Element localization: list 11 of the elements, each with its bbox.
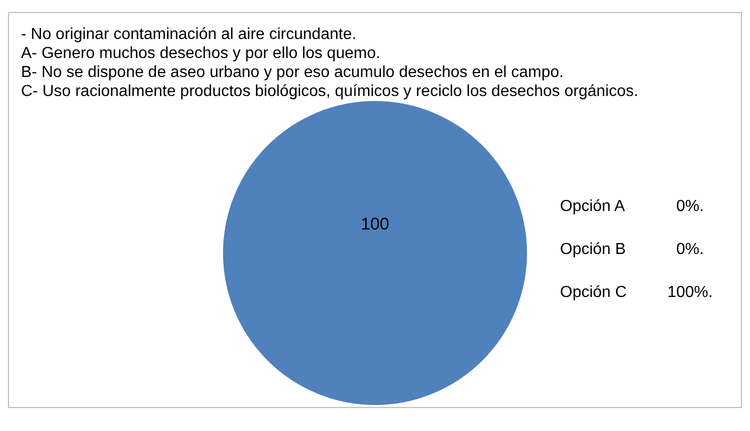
text: A- Genero muchos desechos y por ello los quemo. <box>21 44 382 63</box>
slice-label: Opción C <box>560 284 628 302</box>
text: - No originar contaminación al aire circundante. <box>21 25 358 44</box>
data-label: 100 <box>360 214 390 234</box>
text: 100%. <box>666 284 714 302</box>
category-label: Opción B <box>560 240 626 258</box>
text: 0%. <box>675 198 705 216</box>
text: C- Uso racionalmente productos biológicos, químicos y reciclo los desechos orgánicos. <box>21 82 638 101</box>
text: B- No se dispone de aseo urbano y por eso acumulo desechos en el campo. <box>21 63 565 82</box>
text: 0%. <box>675 240 705 258</box>
category-label: Opción A <box>560 198 625 214</box>
